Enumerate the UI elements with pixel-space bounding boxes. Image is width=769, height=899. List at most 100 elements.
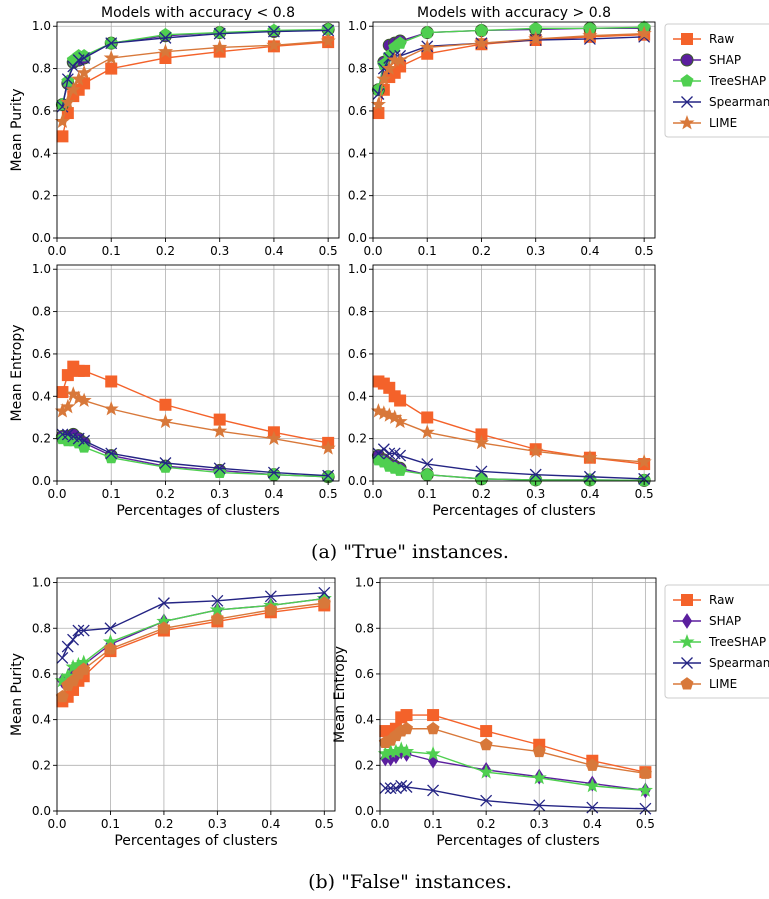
data-point-spearman xyxy=(104,622,117,635)
y-axis-label: Mean Entropy xyxy=(332,646,348,743)
series-line-shap xyxy=(385,750,646,792)
data-point-treeshap xyxy=(213,25,227,39)
y-tick-label: 0.0 xyxy=(348,231,367,245)
data-point-spearman xyxy=(384,782,397,795)
data-point-raw xyxy=(421,411,434,424)
data-point-lime xyxy=(77,662,91,675)
series-line-treeshap xyxy=(385,748,646,792)
series-line-lime xyxy=(385,728,646,775)
x-tick-label: 0.2 xyxy=(472,487,491,501)
data-point-raw xyxy=(105,375,118,388)
y-tick-label: 0.6 xyxy=(348,104,367,118)
x-tick-label: 0.0 xyxy=(363,487,382,501)
data-point-spearman xyxy=(379,782,392,795)
y-tick-label: 0.0 xyxy=(32,231,51,245)
legend-marker-spearman xyxy=(681,96,693,108)
series-line-lime xyxy=(377,32,645,105)
data-point-lime xyxy=(103,50,119,65)
data-point-treeshap xyxy=(637,782,653,797)
data-point-treeshap xyxy=(420,467,434,481)
data-point-spearman xyxy=(475,465,488,478)
y-tick-label: 0.2 xyxy=(348,189,367,203)
data-point-raw xyxy=(394,394,407,407)
y-tick-label: 1.0 xyxy=(32,19,51,33)
data-point-treeshap xyxy=(584,777,600,793)
data-point-spearman xyxy=(105,37,118,50)
legend-marker-shap xyxy=(681,613,693,629)
data-point-lime xyxy=(400,721,414,735)
y-tick-label: 0.4 xyxy=(348,389,367,403)
data-point-lime xyxy=(71,71,87,86)
y-tick-label: 1.0 xyxy=(355,576,374,590)
data-point-lime xyxy=(392,413,408,429)
legend-a-purity-low: Raw SHAP TreeSHAP Spearman LIME xyxy=(664,23,769,138)
y-tick-label: 0.8 xyxy=(32,621,51,635)
x-tick-label: 0.5 xyxy=(319,244,338,258)
x-tick-label: 0.2 xyxy=(477,817,496,831)
x-tick-label: 0.1 xyxy=(418,487,437,501)
data-point-lime xyxy=(479,737,493,751)
data-point-lime xyxy=(392,52,408,67)
data-point-lime xyxy=(419,39,435,54)
data-point-lime xyxy=(638,766,652,779)
x-tick-label: 0.3 xyxy=(210,487,229,501)
series-line-raw xyxy=(385,714,646,773)
series-line-spearman xyxy=(377,448,645,480)
y-tick-label: 0.4 xyxy=(32,146,51,160)
x-tick-label: 0.1 xyxy=(418,244,437,258)
x-tick-label: 0.5 xyxy=(635,244,654,258)
x-tick-label: 0.5 xyxy=(315,817,334,831)
data-point-treeshap xyxy=(267,23,281,36)
legend-label-shap: SHAP xyxy=(709,53,741,67)
data-point-spearman xyxy=(159,31,172,44)
y-tick-label: 0.2 xyxy=(355,758,374,772)
x-axis-label: Percentages of clusters xyxy=(114,833,277,849)
plot-frame xyxy=(56,577,336,812)
legend-label-lime: LIME xyxy=(709,116,737,130)
data-point-spearman xyxy=(213,27,226,40)
data-point-lime xyxy=(317,596,331,609)
x-tick-label: 0.4 xyxy=(580,487,599,501)
data-point-spearman xyxy=(67,60,80,73)
x-tick-label: 0.1 xyxy=(424,817,443,831)
y-tick-label: 0.0 xyxy=(32,804,51,818)
y-tick-label: 0.4 xyxy=(32,713,51,727)
series-line-spearman xyxy=(61,29,329,107)
x-tick-label: 0.2 xyxy=(472,244,491,258)
caption-a: (a) "True" instances. xyxy=(311,541,509,563)
x-tick-label: 0.3 xyxy=(208,817,227,831)
x-axis-label: Percentages of clusters xyxy=(116,503,279,519)
series-line-spearman xyxy=(385,785,646,810)
legend-marker-treeshap xyxy=(679,634,695,649)
data-point-lime xyxy=(212,39,228,54)
data-point-lime xyxy=(320,440,336,455)
data-point-raw xyxy=(159,398,172,411)
y-tick-label: 1.0 xyxy=(348,262,367,276)
y-tick-label: 0.6 xyxy=(32,667,51,681)
legend-label-raw: Raw xyxy=(709,32,734,46)
data-point-spearman xyxy=(322,469,335,482)
data-point-raw xyxy=(78,364,91,377)
data-point-spearman xyxy=(322,24,335,37)
x-tick-label: 0.0 xyxy=(47,817,66,831)
data-point-spearman xyxy=(383,447,396,460)
x-tick-label: 0.5 xyxy=(319,487,338,501)
y-tick-label: 1.0 xyxy=(348,19,367,33)
caption-b: (b) "False" instances. xyxy=(308,871,512,893)
y-axis-label: Mean Entropy xyxy=(9,325,25,422)
data-point-lime xyxy=(157,621,171,634)
series-line-raw xyxy=(61,41,329,137)
chart-a-entropy-high: 0.0 0.1 0.2 0.3 0.4 0.5 0.0 0.2 0.4 0.6 0.8 1.0 Perc… xyxy=(348,262,656,519)
legend-label-lime: LIME xyxy=(709,677,737,691)
data-point-lime xyxy=(585,758,599,771)
legend-marker-raw xyxy=(681,33,693,45)
series-line-raw xyxy=(61,365,329,444)
plot-frame xyxy=(56,21,340,239)
data-point-lime xyxy=(473,35,490,50)
data-point-spearman xyxy=(421,458,434,471)
data-point-spearman xyxy=(267,25,280,38)
data-point-spearman xyxy=(318,586,331,599)
data-point-treeshap xyxy=(398,743,415,759)
y-tick-label: 0.6 xyxy=(32,104,51,118)
data-point-spearman xyxy=(157,597,170,610)
